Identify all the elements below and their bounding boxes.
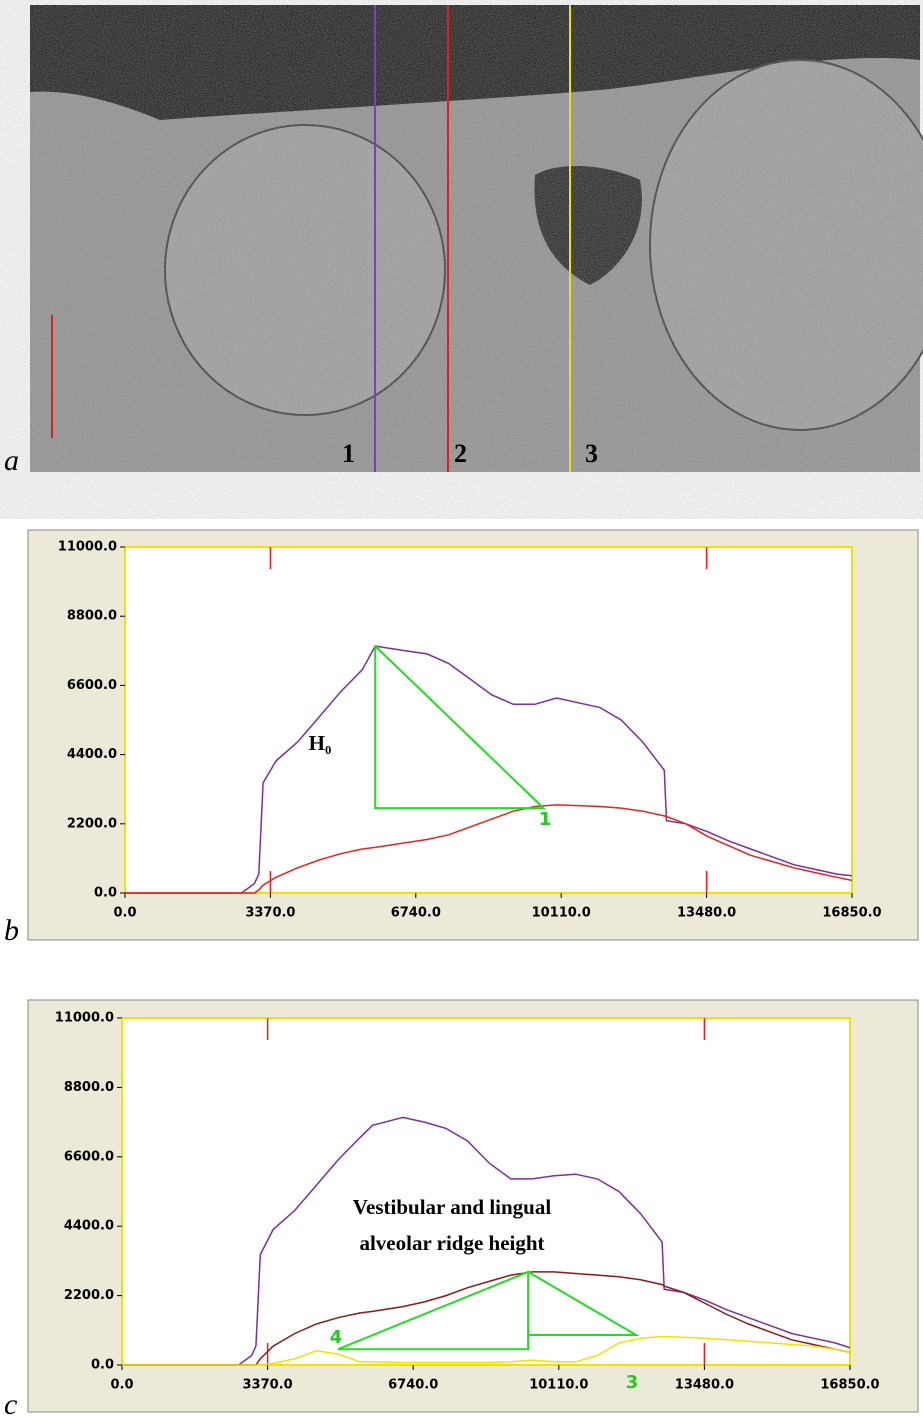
figure: 1 2 3 a b 0.0 2200.0 4400.0 6600.0 8800.0 1100… xyxy=(0,0,923,1417)
oct-image: 1 2 3 xyxy=(30,5,923,472)
y-tick-label: 2200.0 xyxy=(67,816,117,831)
y-tick-label: 11000.0 xyxy=(55,1011,114,1026)
panel-label: a xyxy=(4,444,19,477)
y-tick-label: 6600.0 xyxy=(64,1149,114,1164)
y-tick-label: 2200.0 xyxy=(64,1288,114,1303)
y-tick-label: 8800.0 xyxy=(67,609,117,624)
x-tick-label: 6740.0 xyxy=(391,906,441,921)
y-tick-label: 0.0 xyxy=(91,1358,114,1373)
panel-label: c xyxy=(4,1388,17,1417)
x-tick-label: 13480.0 xyxy=(677,906,736,921)
x-tick-label: 3370.0 xyxy=(245,906,295,921)
annotation: alveolar ridge height xyxy=(359,1231,544,1255)
annotation: 1 xyxy=(539,809,552,830)
x-tick-label: 0.0 xyxy=(113,906,136,921)
plot-area xyxy=(122,1018,850,1365)
y-tick-label: 4400.0 xyxy=(64,1219,114,1234)
y-tick-label: 0.0 xyxy=(94,886,117,901)
x-tick-label: 16850.0 xyxy=(820,1378,879,1393)
y-tick-label: 4400.0 xyxy=(67,747,117,762)
line-marker: 1 xyxy=(342,439,355,468)
x-tick-label: 13480.0 xyxy=(675,1378,734,1393)
y-tick-label: 11000.0 xyxy=(58,540,117,555)
annotation: H₀ xyxy=(309,731,332,755)
panel-label: b xyxy=(4,914,19,947)
annotation: 4 xyxy=(330,1327,343,1348)
annotation: Vestibular and lingual xyxy=(353,1195,552,1219)
x-tick-label: 16850.0 xyxy=(822,906,881,921)
x-tick-label: 0.0 xyxy=(110,1378,133,1393)
plot-area xyxy=(125,547,852,893)
annotation: 3 xyxy=(626,1372,639,1393)
line-marker: 2 xyxy=(454,439,467,468)
y-tick-label: 6600.0 xyxy=(67,678,117,693)
y-tick-label: 8800.0 xyxy=(64,1080,114,1095)
x-tick-label: 6740.0 xyxy=(388,1378,438,1393)
x-tick-label: 10110.0 xyxy=(532,906,591,921)
line-marker: 3 xyxy=(585,439,598,468)
x-tick-label: 3370.0 xyxy=(243,1378,293,1393)
x-tick-label: 10110.0 xyxy=(529,1378,588,1393)
